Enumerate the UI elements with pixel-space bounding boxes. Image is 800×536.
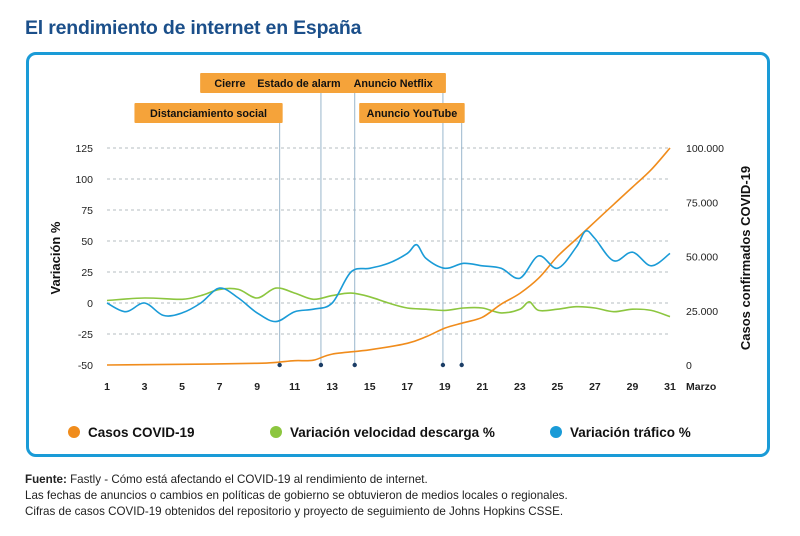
annotation-box: [134, 103, 283, 123]
y-left-axis-label: Variación %: [48, 221, 63, 294]
series-line-casos: [106, 147, 671, 366]
annotation-box: [359, 103, 465, 123]
annotation-text: Distanciamiento social: [150, 108, 267, 120]
y-right-tick-label: 75.000: [686, 197, 718, 209]
annotation-label: Anuncio YouTube: [359, 103, 465, 123]
gridlines: [107, 147, 670, 335]
y-left-tick-label: 125: [75, 143, 93, 155]
annotation-label: Anuncio Netflix: [340, 73, 446, 93]
x-tick-label: 13: [326, 381, 338, 393]
chart-panel: [26, 52, 770, 457]
x-tick-label: 31: [664, 381, 676, 393]
axes: Variación % Casos confirmados COVID-19 1…: [48, 143, 753, 393]
annotation-box: [246, 73, 358, 93]
legend-label: Casos COVID-19: [88, 425, 195, 440]
x-tick-label: 5: [179, 381, 185, 393]
footer-line-3: Cifras de casos COVID-19 obtenidos del r…: [25, 505, 564, 518]
annotation-dot: [352, 362, 357, 368]
annotation-dot: [277, 362, 282, 368]
legend-label: Variación tráfico %: [570, 425, 691, 440]
y-right-tick-label: 25.000: [686, 306, 718, 318]
x-tick-label: 11: [289, 381, 300, 393]
annotation-dot: [440, 362, 446, 368]
x-tick-label: 17: [401, 381, 413, 393]
footer: Fuente: Fastly - Cómo está afectando el …: [25, 472, 568, 520]
annotation-box: [340, 73, 446, 93]
annotation-lines: [277, 93, 464, 368]
series-line-trafico: [106, 229, 671, 323]
y-left-tick-label: 50: [81, 236, 93, 248]
annotation-text: Anuncio YouTube: [367, 108, 458, 120]
x-tick-label: 29: [627, 381, 639, 393]
x-tick-label: 1: [104, 381, 110, 393]
annotation-text: Anuncio Netflix: [354, 78, 433, 90]
x-tick-label: 23: [514, 381, 526, 393]
x-tick-label: 19: [439, 381, 451, 393]
y-left-tick-label: -50: [78, 360, 93, 372]
x-tick-label: 25: [552, 381, 564, 393]
x-tick-label: 21: [476, 381, 488, 393]
x-tick-label: 15: [364, 381, 376, 393]
y-left-tick-label: 100: [75, 174, 93, 186]
y-right-tick-label: 0: [686, 360, 692, 372]
legend-label: Variación velocidad descarga %: [290, 425, 495, 440]
y-left-tick-label: -25: [78, 329, 93, 341]
x-tick-label: 7: [217, 381, 223, 393]
series-lines: [106, 147, 671, 366]
annotation-text: Estado de alarma: [257, 78, 347, 90]
y-right-axis-label: Casos confirmados COVID-19: [738, 166, 753, 350]
y-left-tick-label: 75: [81, 205, 93, 217]
x-tick-label: 3: [142, 381, 148, 393]
page-title: El rendimiento de internet en España: [25, 17, 362, 39]
y-left-tick-label: 25: [81, 267, 93, 279]
annotation-dot: [459, 362, 464, 368]
y-right-tick-label: 100.000: [686, 143, 724, 155]
x-unit-label: Marzo: [686, 381, 716, 393]
footer-line-2: Las fechas de anuncios o cambios en polí…: [25, 489, 568, 502]
annotation-dot: [318, 362, 324, 368]
legend-marker: [550, 426, 562, 438]
y-right-tick-label: 50.000: [686, 252, 718, 264]
legend: Casos COVID-19 Variación velocidad descar…: [68, 425, 691, 440]
x-tick-label: 27: [589, 381, 601, 393]
series-line-velocidad: [106, 287, 671, 318]
legend-marker: [270, 426, 282, 438]
annotation-label: Distanciamiento social: [134, 103, 283, 123]
y-left-tick-label: 0: [87, 298, 93, 310]
annotation-label: Estado de alarma: [246, 73, 358, 93]
footer-source: Fuente: Fastly - Cómo está afectando el …: [25, 473, 428, 486]
x-tick-label: 9: [254, 381, 260, 393]
legend-marker: [68, 426, 80, 438]
